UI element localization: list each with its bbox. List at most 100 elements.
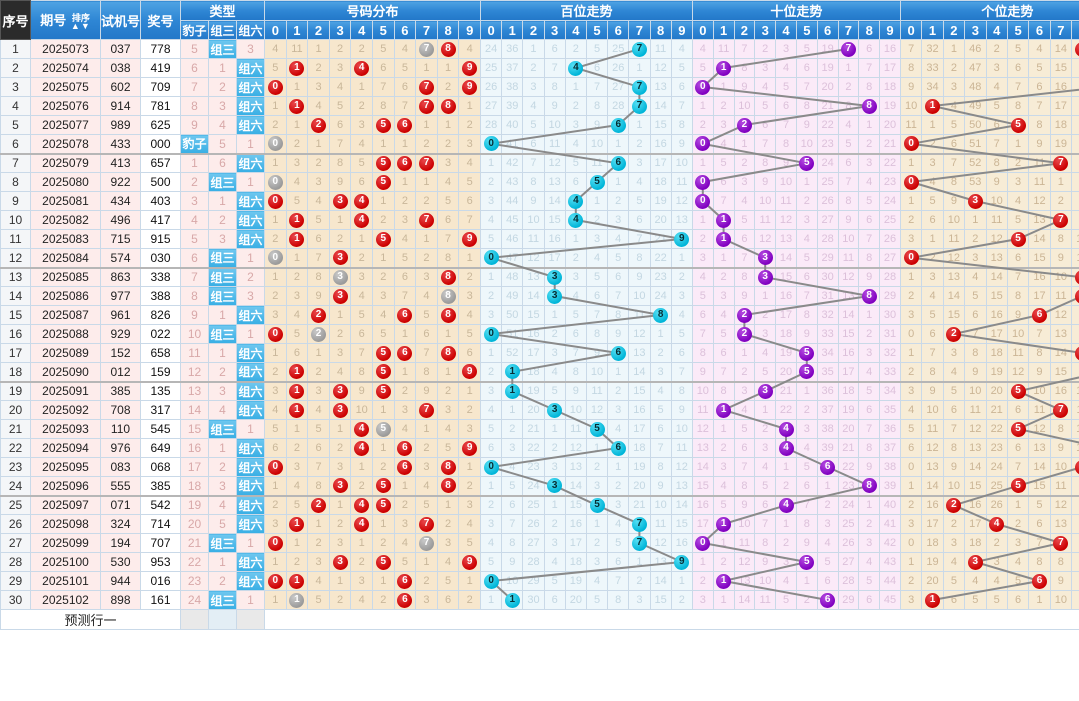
table-row[interactable]: 22 2025094 976 649 16 1 组六 6 2 6 2 4 1 6 2 5 9 6 3 22 2 12 1 6 1… <box>0 438 1079 458</box>
cell-issue[interactable]: 2025099 <box>30 533 101 553</box>
header-shi-digit-5[interactable]: 5 <box>795 20 818 40</box>
header-bai-digit-9[interactable]: 9 <box>670 20 693 40</box>
table-row[interactable]: 18 2025090 012 159 12 2 组六 2 1 2 4 8 5 1 8 1 9 2 1 18 4 8 10 1 1… <box>0 362 1079 383</box>
header-ge-digit-8[interactable]: 8 <box>1071 20 1079 40</box>
table-row[interactable]: 23 2025095 083 068 17 2 组六 0 3 7 3 1 2 6 3 8 1 0 4 23 3 13 2 1 1… <box>0 457 1079 477</box>
header-ge-digit-2[interactable]: 2 <box>942 20 966 40</box>
cell-issue[interactable]: 2025095 <box>30 457 101 477</box>
header-dist-digit-5[interactable]: 5 <box>371 20 395 40</box>
table-row[interactable]: 15 2025087 961 826 9 1 组六 3 4 2 1 5 4 6 5 8 4 3 50 15 1 5 7 8 11… <box>0 305 1079 325</box>
table-row[interactable]: 30 2025102 898 161 24 组三 1 1 1 5 2 4 2 6 3 6 2 1 1 30 6 20 5 8 3… <box>0 590 1079 610</box>
table-row[interactable]: 5 2025077 989 625 9 4 组六 2 1 2 6 3 5 6 1 1 2 28 40 5 10 3 9 6 1 1… <box>0 115 1079 135</box>
header-dist-digit-3[interactable]: 3 <box>328 20 352 40</box>
cell-issue[interactable]: 2025085 <box>30 267 101 287</box>
cell-issue[interactable]: 2025093 <box>30 419 101 439</box>
header-shi-digit-3[interactable]: 3 <box>754 20 777 40</box>
table-row[interactable]: 27 2025099 194 707 21 组三 1 0 1 2 3 1 2 4 7 3 5 4 8 27 3 17 2 5 7… <box>0 533 1079 553</box>
cell-issue[interactable]: 2025088 <box>30 324 101 344</box>
cell-issue[interactable]: 2025091 <box>30 381 101 401</box>
cell-issue[interactable]: 2025081 <box>30 191 101 211</box>
cell-issue[interactable]: 2025075 <box>30 77 101 97</box>
header-ge-digit-3[interactable]: 3 <box>964 20 987 40</box>
cell-issue[interactable]: 2025073 <box>30 39 101 59</box>
header-bai-digit-3[interactable]: 3 <box>543 20 566 40</box>
header-dist-digit-8[interactable]: 8 <box>436 20 460 40</box>
cell-issue[interactable]: 2025089 <box>30 343 101 363</box>
table-row[interactable]: 21 2025093 110 545 15 组三 1 5 1 5 1 4 5 4 1 4 3 5 2 21 1 11 5 4 1… <box>0 419 1079 439</box>
header-type-zusan[interactable]: 组三 <box>208 20 237 40</box>
table-row[interactable]: 8 2025080 922 500 2 组三 1 0 4 3 9 6 5 1 1 4 5 2 43 8 13 6 5 1 4 18… <box>0 172 1079 192</box>
header-trial[interactable]: 试机号 <box>100 0 141 40</box>
header-shi-digit-6[interactable]: 6 <box>816 20 839 40</box>
cell-issue[interactable]: 2025094 <box>30 438 101 458</box>
header-bai-digit-6[interactable]: 6 <box>607 20 630 40</box>
header-bai-digit-8[interactable]: 8 <box>649 20 672 40</box>
header-dist-digit-2[interactable]: 2 <box>307 20 330 40</box>
table-row[interactable]: 20 2025092 708 317 14 4 组六 4 1 4 3 10 1 3 7 3 2 4 1 20 3 10 12… <box>0 400 1079 420</box>
predict-zusan[interactable] <box>208 609 237 630</box>
table-row[interactable]: 9 2025081 434 403 3 1 组六 0 5 4 3 4 1 2 2 5 6 3 44 9 14 4 1 2 5 19… <box>0 191 1079 211</box>
cell-issue[interactable]: 2025079 <box>30 153 101 173</box>
header-shi-digit-2[interactable]: 2 <box>733 20 756 40</box>
table-row[interactable]: 12 2025084 574 030 6 组三 1 0 1 7 3 2 1 5 2 8 1 0 47 12 17 2 4 5 8… <box>0 248 1079 269</box>
header-type-baozi[interactable]: 豹子 <box>180 20 209 40</box>
cell-issue[interactable]: 2025084 <box>30 248 101 269</box>
cell-issue[interactable]: 2025098 <box>30 514 101 534</box>
table-row[interactable]: 2 2025074 038 419 6 1 组六 5 1 2 3 4 6 5 1 1 9 25 37 2 7 4 6 26 1 1… <box>0 58 1079 78</box>
header-ge-digit-0[interactable]: 0 <box>899 20 923 40</box>
header-shi-digit-0[interactable]: 0 <box>691 20 714 40</box>
header-dist-digit-0[interactable]: 0 <box>264 20 287 40</box>
cell-issue[interactable]: 2025077 <box>30 115 101 135</box>
header-issue[interactable]: 期号 排序 ▲▼ <box>30 0 101 40</box>
table-row[interactable]: 13 2025085 863 338 7 组三 2 1 2 8 3 3 2 6 3 8 2 1 48 13 3 3 5 6 9 2… <box>0 267 1079 287</box>
cell-issue[interactable]: 2025090 <box>30 362 101 383</box>
header-shi-digit-4[interactable]: 4 <box>775 20 797 40</box>
header-shi-digit-8[interactable]: 8 <box>858 20 881 40</box>
sort-icon[interactable]: 排序 ▲▼ <box>70 12 91 31</box>
header-dist-digit-1[interactable]: 1 <box>285 20 309 40</box>
table-row[interactable]: 1 2025073 037 778 5 组三 3 4 11 1 2 2 5 4 7 8 4 24 36 1 6 2 5 25 7… <box>0 39 1079 59</box>
header-seq[interactable]: 序号 <box>0 0 31 40</box>
header-dist-digit-9[interactable]: 9 <box>458 20 481 40</box>
header-dist-digit-4[interactable]: 4 <box>350 20 373 40</box>
header-bai-digit-7[interactable]: 7 <box>628 20 651 40</box>
cell-issue[interactable]: 2025102 <box>30 590 101 610</box>
cell-issue[interactable]: 2025076 <box>30 96 101 116</box>
table-row[interactable]: 25 2025097 071 542 19 4 组六 2 5 2 1 4 5 2 5 1 3 2 6 25 1 15 5 3 2… <box>0 495 1079 515</box>
table-row[interactable]: 14 2025086 977 388 8 组三 3 2 3 9 3 4 3 7 4 8 3 2 49 14 3 4 6 7 10… <box>0 286 1079 306</box>
header-bai-digit-1[interactable]: 1 <box>501 20 524 40</box>
header-ge-digit-6[interactable]: 6 <box>1028 20 1051 40</box>
header-ge-digit-1[interactable]: 1 <box>921 20 944 40</box>
table-row[interactable]: 6 2025078 433 000 豹子 5 1 0 2 1 7 4 1 1 2 2 3 0 41 6 11 4 10 1 2 1… <box>0 134 1079 155</box>
cell-issue[interactable]: 2025083 <box>30 229 101 249</box>
cell-issue[interactable]: 2025080 <box>30 172 101 192</box>
table-row[interactable]: 7 2025079 413 657 1 6 组六 1 3 2 8 5 5 6 7 3 4 1 42 7 12 5 11 6 3 1… <box>0 153 1079 173</box>
cell-issue[interactable]: 2025087 <box>30 305 101 325</box>
header-ge-digit-7[interactable]: 7 <box>1049 20 1073 40</box>
cell-issue[interactable]: 2025082 <box>30 210 101 230</box>
table-row[interactable]: 17 2025089 152 658 11 1 组六 1 6 1 3 7 5 6 7 8 6 1 52 17 3 7 9 6 1… <box>0 343 1079 363</box>
table-row[interactable]: 19 2025091 385 135 13 3 组六 3 1 3 3 9 5 2 9 2 1 3 1 19 5 9 11 2 1… <box>0 381 1079 401</box>
table-row[interactable]: 26 2025098 324 714 20 5 组六 3 1 1 2 4 1 3 7 2 4 3 7 26 2 16 1 4 7… <box>0 514 1079 534</box>
table-row[interactable]: 3 2025075 602 709 7 2 组六 0 1 3 4 1 7 6 7 2 9 26 38 3 8 1 7 27 7 1… <box>0 77 1079 97</box>
header-type-zuliu[interactable]: 组六 <box>235 20 266 40</box>
predict-zuliu[interactable] <box>235 609 266 630</box>
header-dist-digit-6[interactable]: 6 <box>393 20 417 40</box>
predict-baozi[interactable] <box>180 609 209 630</box>
header-bai-digit-5[interactable]: 5 <box>585 20 609 40</box>
header-shi-digit-9[interactable]: 9 <box>879 20 901 40</box>
cell-issue[interactable]: 2025086 <box>30 286 101 306</box>
table-row[interactable]: 28 2025100 530 953 22 1 组六 1 2 3 3 2 5 5 1 4 9 5 9 28 4 18 3 6 1… <box>0 552 1079 572</box>
table-row[interactable]: 16 2025088 929 022 10 组三 1 0 5 2 2 6 5 1 6 1 5 0 51 16 2 6 8 9 1… <box>0 324 1079 344</box>
cell-issue[interactable]: 2025097 <box>30 495 101 515</box>
cell-issue[interactable]: 2025096 <box>30 476 101 497</box>
header-ge-digit-4[interactable]: 4 <box>985 20 1008 40</box>
table-row[interactable]: 24 2025096 555 385 18 3 组六 1 4 8 3 2 5 1 4 8 2 1 5 24 3 14 3 2 2… <box>0 476 1079 497</box>
table-row[interactable]: 10 2025082 496 417 4 2 组六 1 1 5 1 4 2 3 7 6 7 4 45 10 15 4 2 3 6… <box>0 210 1079 230</box>
cell-issue[interactable]: 2025101 <box>30 571 101 591</box>
header-shi-digit-1[interactable]: 1 <box>712 20 735 40</box>
header-bai-digit-0[interactable]: 0 <box>479 20 503 40</box>
cell-issue[interactable]: 2025078 <box>30 134 101 155</box>
table-row[interactable]: 11 2025083 715 915 5 3 组六 2 1 6 2 1 5 4 1 7 9 5 46 11 16 1 3 4 7… <box>0 229 1079 249</box>
cell-issue[interactable]: 2025074 <box>30 58 101 78</box>
